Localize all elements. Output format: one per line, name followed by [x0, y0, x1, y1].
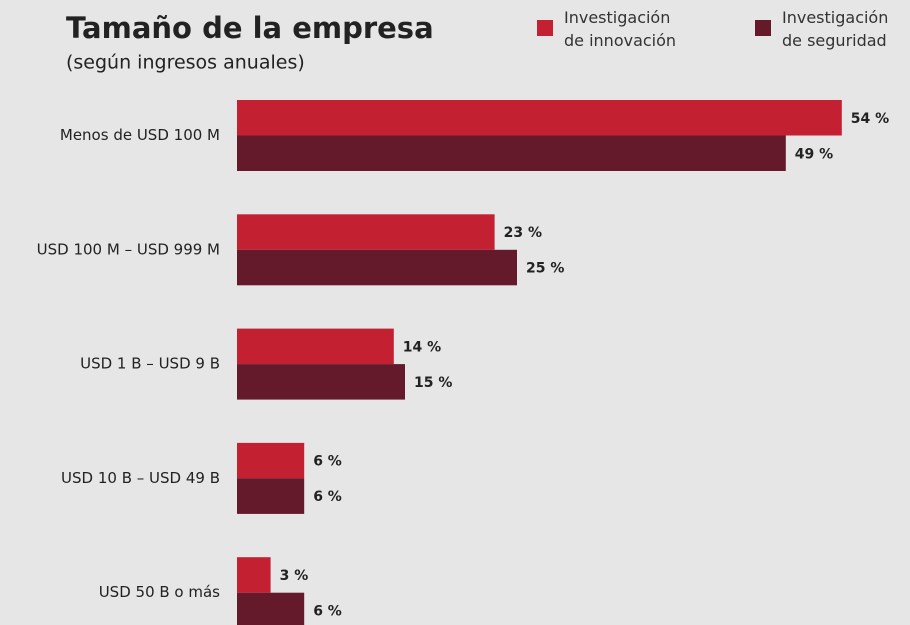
bar — [237, 364, 405, 400]
bar — [237, 328, 394, 365]
value-label: 23 % — [504, 225, 542, 241]
category-label: USD 50 B o más — [99, 583, 220, 601]
category-label: Menos de USD 100 M — [60, 126, 220, 144]
bar — [237, 100, 842, 136]
value-label: 25 % — [526, 261, 564, 277]
category-label: USD 100 M – USD 999 M — [37, 240, 220, 258]
value-label: 6 % — [313, 603, 342, 619]
category-label: USD 10 B – USD 49 B — [61, 469, 220, 487]
value-label: 54 % — [851, 111, 889, 127]
value-label: 49 % — [795, 146, 833, 162]
category-label: USD 1 B – USD 9 B — [80, 355, 220, 373]
bar — [237, 592, 305, 625]
bar — [237, 135, 786, 171]
value-label: 6 % — [313, 489, 342, 505]
chart-title: Tamaño de la empresa — [66, 11, 434, 45]
bar — [237, 442, 305, 479]
bar — [237, 557, 271, 593]
bar — [237, 249, 517, 286]
bar — [237, 478, 305, 514]
value-label: 15 % — [414, 375, 452, 391]
value-label: 14 % — [403, 339, 441, 355]
legend-swatch — [537, 20, 553, 36]
legend-label: Investigación de seguridad — [782, 8, 889, 50]
legend-label: Investigación de innovación — [564, 8, 677, 50]
chart-subtitle: (según ingresos anuales) — [66, 52, 305, 74]
bar — [237, 214, 495, 250]
legend-swatch — [755, 20, 771, 36]
value-label: 3 % — [280, 568, 309, 584]
value-label: 6 % — [313, 454, 342, 470]
